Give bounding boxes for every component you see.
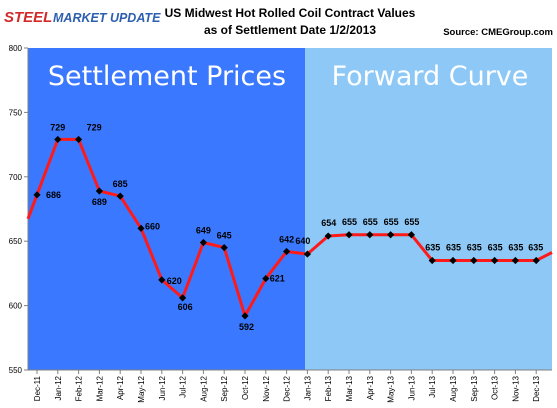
x-tick-label: May-13: [387, 375, 396, 402]
x-tick-label: Oct-13: [491, 375, 500, 400]
logo-steel-text: STEEL: [4, 9, 52, 26]
x-tick-label: Sep-12: [220, 375, 229, 401]
y-tick-label: 550: [9, 366, 23, 375]
y-tick-label: 700: [9, 173, 23, 182]
data-point-jun-13: [407, 231, 415, 239]
chart-title-line1: US Midwest Hot Rolled Coil Contract Valu…: [165, 6, 416, 20]
data-label-jun-13: 655: [404, 217, 419, 227]
x-tick-label: May-12: [137, 375, 146, 402]
data-label-oct-13: 635: [488, 243, 503, 253]
data-point-oct-13: [491, 256, 499, 265]
x-tick-label: Aug-12: [199, 375, 208, 401]
logo-rest-text: MARKET UPDATE: [53, 11, 161, 25]
x-tick-label: Jun-12: [158, 375, 167, 400]
x-tick-label: Mar-13: [345, 375, 354, 401]
forward-region-label: Forward Curve: [332, 61, 529, 92]
data-point-may-12: [137, 224, 145, 232]
y-tick-label: 650: [9, 237, 23, 246]
data-point-feb-12: [75, 135, 83, 144]
data-label-nov-13: 635: [508, 243, 523, 253]
data-point-jul-13: [428, 256, 436, 265]
source-note: Source: CMEGroup.com: [443, 27, 553, 38]
x-tick-label: Sep-13: [470, 375, 479, 401]
data-point-sep-12: [220, 244, 228, 252]
data-point-jan-13: [303, 250, 311, 258]
x-tick-label: Apr-13: [366, 375, 375, 400]
data-point-apr-13: [366, 231, 374, 239]
x-tick-label: Dec-13: [532, 375, 541, 401]
data-point-aug-13: [449, 256, 457, 265]
data-label-jul-12: 606: [178, 302, 193, 312]
data-label-sep-12: 645: [217, 231, 232, 241]
x-tick-label: Jun-13: [407, 375, 416, 400]
y-ticks: 550 600 650 700 750 800: [9, 44, 28, 375]
data-label-may-12: 660: [145, 221, 160, 231]
data-point-dec-12: [283, 247, 291, 256]
settlement-region-label: Settlement Prices: [48, 61, 286, 92]
x-tick-label: Nov-12: [262, 375, 271, 401]
x-tick-label: Feb-13: [324, 375, 333, 401]
x-tick-label: Dec-12: [283, 375, 292, 401]
x-tick-label: Nov-13: [511, 375, 520, 401]
x-tick-label: Aug-13: [449, 375, 458, 401]
data-label-jul-13: 635: [425, 243, 440, 253]
data-point-may-13: [387, 231, 395, 239]
data-point-mar-12: [95, 187, 103, 195]
data-point-oct-12: [241, 312, 249, 320]
data-point-jun-12: [158, 276, 166, 284]
x-tick-label: Oct-12: [241, 375, 250, 400]
data-label-mar-12: 689: [92, 197, 107, 207]
data-point-feb-13: [324, 232, 332, 240]
x-ticks: Dec-11 Jan-12 Feb-12 Mar-12 Apr-12 May-12 Jun-…: [33, 370, 541, 403]
data-label-may-13: 655: [384, 217, 399, 227]
data-label-oct-12: 592: [239, 322, 254, 332]
data-label-dec-12: 642: [279, 235, 294, 245]
data-point-apr-12: [116, 192, 124, 200]
data-point-jan-12: [54, 135, 62, 144]
chart-title-line2: as of Settlement Date 1/2/2013: [204, 23, 376, 37]
x-tick-label: Jan-13: [303, 375, 312, 400]
x-tick-label: Jan-12: [54, 375, 63, 400]
series-price: [26, 135, 553, 320]
x-tick-label: Dec-11: [33, 375, 42, 401]
data-label-aug-13: 635: [446, 243, 461, 253]
y-tick-label: 750: [9, 108, 23, 117]
data-point-jul-12: [179, 294, 187, 302]
data-label-mar-13: 655: [342, 217, 357, 227]
data-point-sep-13: [470, 256, 478, 265]
settlement-region: [28, 48, 305, 370]
y-tick-label: 600: [9, 302, 23, 311]
data-label-feb-12: 729: [87, 122, 102, 132]
x-tick-label: Feb-12: [75, 375, 84, 401]
data-label-aug-12: 649: [196, 226, 211, 236]
data-point-dec-13: [532, 256, 540, 265]
data-label-jan-12: 729: [50, 122, 65, 132]
data-label-feb-13: 654: [321, 218, 336, 228]
logo: STEEL MARKET UPDATE: [4, 9, 161, 26]
x-tick-label: Jul-13: [428, 375, 437, 397]
data-label-dec-11: 686: [46, 190, 61, 200]
data-label-sep-13: 635: [467, 243, 482, 253]
data-label-apr-13: 655: [363, 217, 378, 227]
data-point-nov-13: [511, 256, 519, 265]
data-point-dec-11: [33, 191, 41, 199]
x-tick-label: Jul-12: [179, 375, 188, 397]
x-tick-label: Apr-12: [116, 375, 125, 400]
data-point-nov-12: [262, 274, 270, 283]
data-point-mar-13: [345, 231, 353, 239]
x-tick-label: Mar-12: [95, 375, 104, 401]
data-label-apr-12: 685: [113, 179, 128, 189]
forward-region: [305, 48, 552, 370]
data-label-jan-13: 640: [295, 236, 310, 246]
data-label-dec-13: 635: [528, 243, 543, 253]
y-tick-label: 800: [9, 44, 23, 53]
data-point-aug-12: [199, 238, 207, 247]
data-label-jun-12: 620: [167, 276, 182, 286]
data-label-nov-12: 621: [270, 274, 285, 284]
